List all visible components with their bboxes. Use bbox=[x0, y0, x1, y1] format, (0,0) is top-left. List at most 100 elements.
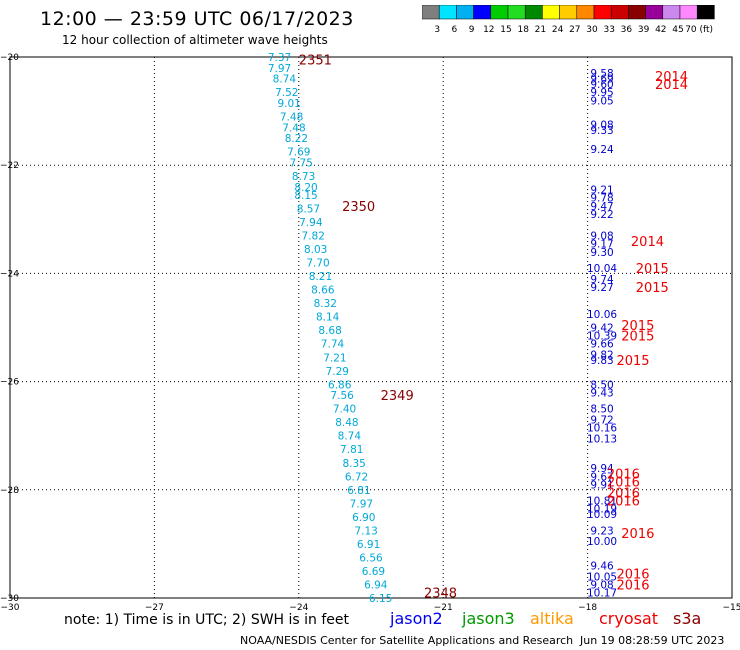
footer-credit: NOAA/NESDIS Center for Satellite Applica… bbox=[240, 634, 574, 647]
wave-height-label: 9.22 bbox=[590, 209, 613, 221]
pass-number-label: 2016 bbox=[607, 476, 640, 491]
wave-height-label: 8.32 bbox=[314, 298, 337, 310]
wave-height-label: 9.05 bbox=[590, 95, 613, 107]
wave-height-label: 9.01 bbox=[277, 98, 300, 110]
wave-height-label: 7.97 bbox=[350, 498, 373, 510]
wave-height-label: 8.68 bbox=[318, 325, 341, 337]
wave-height-label: 6.81 bbox=[347, 485, 370, 497]
color-scale-label: 12 bbox=[483, 25, 494, 35]
color-scale-label: 27 bbox=[569, 25, 580, 35]
page-title: 12:00 — 23:59 UTC 06/17/2023 bbox=[40, 8, 354, 30]
wave-height-label: 7.81 bbox=[340, 444, 363, 456]
wave-height-label: 10.19 bbox=[587, 504, 617, 516]
wave-height-label: 8.22 bbox=[285, 133, 308, 145]
pass-number-label: 2348 bbox=[424, 587, 457, 602]
wave-height-label: 8.15 bbox=[294, 190, 317, 202]
satellite-jason3: jason3 bbox=[462, 609, 515, 628]
y-tick-label: −30 bbox=[0, 594, 19, 604]
x-tick-label: −30 bbox=[1, 603, 20, 613]
wave-height-label: 6.86 bbox=[328, 379, 352, 391]
color-scale-label: 42 bbox=[655, 25, 666, 35]
wave-height-label: 9.47 bbox=[590, 201, 613, 213]
color-scale-label: 70 (ft) bbox=[685, 25, 713, 35]
wave-height-label: 7.82 bbox=[302, 231, 325, 243]
wave-height-label: 9.82 bbox=[590, 350, 613, 362]
wave-height-label: 7.97 bbox=[268, 63, 291, 75]
wave-height-label: 8.48 bbox=[335, 417, 358, 429]
satellite-cryosat: cryosat bbox=[599, 609, 659, 628]
satellite-jason2: jason2 bbox=[390, 609, 443, 628]
x-tick-label: −27 bbox=[145, 603, 164, 613]
wave-height-label: 10.00 bbox=[587, 536, 617, 548]
pass-number-label: 2016 bbox=[616, 578, 649, 593]
wave-height-label: 8.50 bbox=[590, 404, 613, 416]
wave-height-label: 9.21 bbox=[590, 185, 613, 197]
wave-height-label: 8.73 bbox=[292, 171, 315, 183]
pass-number-label: 2016 bbox=[607, 468, 640, 483]
wave-height-label: 9.08 bbox=[590, 120, 613, 132]
wave-height-label: 7.69 bbox=[287, 147, 310, 159]
wave-height-label: 6.90 bbox=[352, 512, 375, 524]
wave-height-label: 7.37 bbox=[268, 52, 291, 64]
color-swatch bbox=[696, 5, 715, 20]
wave-height-label: 7.13 bbox=[354, 525, 377, 537]
color-scale-label: 15 bbox=[500, 25, 511, 35]
wave-height-label: 10.09 bbox=[587, 509, 617, 521]
wave-height-label: 10.04 bbox=[587, 263, 617, 275]
pass-number-label: 2014 bbox=[631, 235, 664, 250]
wave-height-label: 8.57 bbox=[297, 203, 320, 215]
wave-height-label: 9.94 bbox=[590, 463, 614, 475]
color-scale-label: 18 bbox=[517, 25, 529, 35]
wave-height-label: 9.60 bbox=[590, 79, 613, 91]
wave-height-label: 6.69 bbox=[362, 566, 385, 578]
pass-number-label: 2015 bbox=[621, 330, 654, 345]
wave-height-label: 7.52 bbox=[275, 87, 298, 99]
pass-number-label: 2351 bbox=[299, 54, 332, 69]
wave-height-label: 9.46 bbox=[590, 561, 614, 573]
x-tick-label: −24 bbox=[289, 603, 308, 613]
wave-height-label: 10.05 bbox=[587, 571, 617, 583]
wave-height-label: 8.03 bbox=[304, 244, 327, 256]
pass-number-label: 2014 bbox=[655, 70, 688, 85]
wave-height-label: 9.74 bbox=[590, 274, 614, 286]
wave-height-label: 10.06 bbox=[587, 309, 617, 321]
plot-frame bbox=[9, 56, 733, 599]
color-scale-label: 30 bbox=[586, 25, 598, 35]
footer-note: note: 1) Time is in UTC; 2) SWH is in fe… bbox=[64, 612, 350, 628]
wave-height-label: 9.83 bbox=[590, 355, 613, 367]
wave-height-label: 6.56 bbox=[359, 552, 383, 564]
pass-number-label: 2349 bbox=[381, 389, 414, 404]
x-tick-label: −15 bbox=[723, 603, 740, 613]
wave-height-label: 9.69 bbox=[590, 74, 613, 86]
wave-height-label: 9.66 bbox=[590, 339, 614, 351]
wave-height-label: 9.23 bbox=[590, 525, 613, 537]
pass-number-label: 2350 bbox=[342, 200, 375, 215]
wave-height-label: 7.74 bbox=[321, 339, 345, 351]
wave-height-label: 7.94 bbox=[299, 217, 323, 229]
wave-height-label: 8.74 bbox=[273, 74, 297, 86]
pass-number-label: 2016 bbox=[607, 495, 640, 510]
wave-height-label: 9.27 bbox=[590, 282, 613, 294]
wave-height-label: 7.40 bbox=[333, 404, 356, 416]
wave-height-label: 7.70 bbox=[306, 258, 329, 270]
wave-height-label: 9.78 bbox=[590, 193, 613, 205]
wave-height-label: 7.21 bbox=[323, 352, 346, 364]
wave-height-label: 6.91 bbox=[357, 539, 380, 551]
wave-height-label: 9.43 bbox=[590, 387, 613, 399]
wave-height-label: 9.95 bbox=[590, 87, 613, 99]
wave-height-label: 7.56 bbox=[330, 390, 354, 402]
y-tick-label: −20 bbox=[0, 53, 19, 63]
wave-height-label: 7.75 bbox=[290, 157, 313, 169]
wave-height-label: 6.94 bbox=[364, 579, 388, 591]
wave-height-label: 9.30 bbox=[590, 247, 613, 259]
wave-height-label: 8.74 bbox=[338, 431, 362, 443]
wave-height-label: 7.29 bbox=[326, 366, 349, 378]
wave-height-label: 10.81 bbox=[587, 496, 617, 508]
wave-height-label: 8.66 bbox=[311, 285, 335, 297]
color-scale-label: 36 bbox=[621, 25, 633, 35]
wave-height-label: 7.48 bbox=[280, 112, 303, 124]
pass-number-label: 2015 bbox=[616, 354, 649, 369]
color-scale-label: 33 bbox=[603, 25, 614, 35]
wave-height-label: 9.17 bbox=[590, 239, 613, 251]
